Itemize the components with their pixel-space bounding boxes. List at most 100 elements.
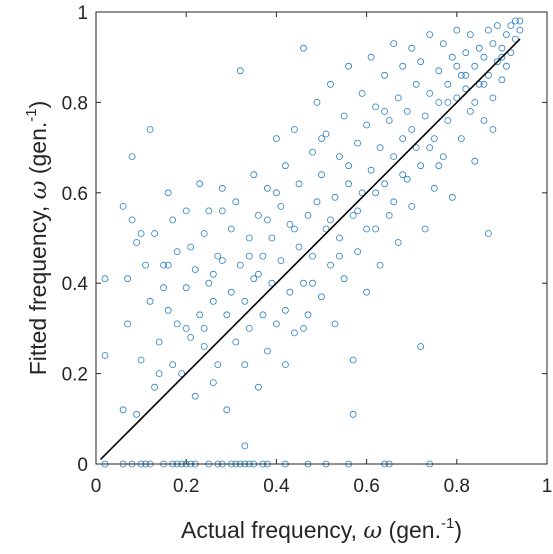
data-point — [142, 261, 150, 269]
x-tick-label: 0.4 — [263, 476, 290, 497]
data-point — [295, 180, 303, 188]
data-point — [471, 157, 479, 165]
data-point — [466, 31, 474, 38]
data-point — [475, 80, 483, 88]
data-point — [466, 108, 474, 115]
data-point — [214, 252, 222, 260]
data-point — [322, 130, 330, 138]
data-point — [462, 71, 470, 79]
data-point — [245, 234, 253, 242]
data-point — [146, 297, 154, 305]
data-point — [471, 62, 479, 70]
data-point — [507, 49, 515, 57]
data-point — [358, 189, 366, 197]
data-point — [300, 324, 307, 332]
data-point — [259, 252, 267, 260]
data-point — [363, 288, 371, 296]
data-point — [200, 230, 208, 237]
data-point — [178, 370, 186, 378]
x-tick-label: 0 — [91, 476, 102, 497]
data-point — [155, 338, 163, 346]
data-point — [196, 311, 204, 319]
x-tick-labels: 0 0.2 0.4 0.6 0.8 1 — [91, 476, 553, 497]
data-point — [448, 53, 456, 61]
data-point — [304, 211, 312, 219]
y-tick-label: 0.2 — [62, 365, 88, 386]
data-point — [209, 379, 217, 387]
data-point — [128, 153, 136, 161]
data-point — [137, 230, 145, 237]
y-tick-label: 0.4 — [62, 274, 89, 295]
data-point — [349, 410, 357, 418]
x-tick-label: 1 — [542, 476, 553, 497]
data-point — [444, 99, 452, 106]
data-point — [358, 90, 366, 97]
data-point — [164, 189, 172, 197]
data-point — [336, 234, 343, 242]
x-tick-label: 0.2 — [173, 476, 199, 497]
data-point — [241, 297, 249, 305]
data-point — [259, 311, 267, 319]
data-point — [223, 406, 231, 414]
data-point — [272, 320, 280, 328]
data-point — [191, 266, 199, 274]
data-point — [318, 293, 325, 301]
data-point — [169, 361, 177, 369]
data-point — [484, 230, 492, 237]
data-point — [367, 166, 375, 174]
data-point — [277, 257, 285, 265]
data-point — [367, 53, 375, 61]
data-point — [444, 117, 452, 124]
data-point — [209, 297, 217, 305]
data-point — [101, 275, 109, 283]
data-point — [124, 320, 131, 328]
data-point — [151, 383, 159, 391]
data-point — [169, 216, 177, 224]
data-point — [232, 338, 240, 346]
data-point — [426, 90, 434, 97]
data-point — [484, 71, 492, 79]
data-point — [426, 31, 434, 38]
data-point — [457, 71, 465, 79]
data-point — [241, 442, 249, 450]
data-point — [502, 62, 510, 70]
data-point — [390, 153, 398, 161]
data-point — [457, 135, 465, 143]
data-point — [277, 202, 285, 210]
data-point — [403, 175, 411, 183]
data-point — [250, 171, 258, 179]
data-point — [137, 356, 145, 364]
data-point — [263, 347, 271, 355]
data-point — [340, 112, 348, 120]
data-point — [268, 279, 276, 287]
data-point — [349, 211, 357, 219]
data-point — [205, 207, 213, 215]
data-point — [507, 22, 515, 30]
data-point — [133, 410, 141, 418]
data-point — [241, 361, 249, 369]
data-point — [381, 180, 389, 188]
data-point — [502, 31, 510, 38]
data-point — [489, 126, 497, 133]
data-point — [209, 270, 217, 278]
y-tick-label: 1 — [77, 3, 88, 24]
data-point — [309, 279, 316, 287]
data-point — [408, 126, 416, 133]
data-point — [227, 288, 235, 296]
data-point — [173, 320, 181, 328]
data-point — [313, 99, 321, 106]
data-point — [124, 275, 131, 283]
data-point — [399, 171, 407, 179]
data-point — [489, 94, 497, 102]
data-point — [435, 162, 443, 170]
data-point — [394, 94, 402, 102]
data-point — [309, 252, 316, 260]
data-point — [119, 406, 127, 414]
y-tick-labels: 0 0.2 0.4 0.6 0.8 1 — [62, 3, 89, 476]
data-point — [430, 135, 438, 143]
data-points — [101, 17, 524, 468]
data-point — [372, 103, 380, 111]
x-axis-label: Actual frequency, ω (gen.-1) — [181, 515, 462, 544]
data-point — [146, 126, 154, 133]
data-point — [354, 248, 362, 256]
